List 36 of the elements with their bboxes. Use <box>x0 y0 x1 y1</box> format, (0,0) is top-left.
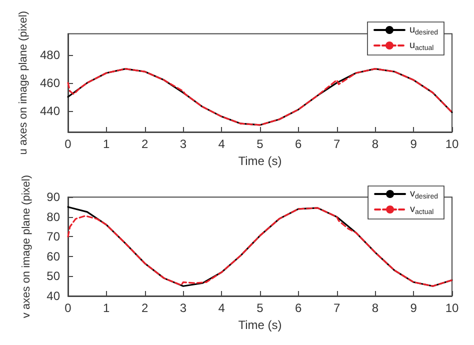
x-tick-label: 7 <box>333 137 340 151</box>
x-tick-label: 0 <box>64 137 72 151</box>
x-tick-label: 2 <box>141 301 148 315</box>
x-tick-label: 8 <box>372 301 379 315</box>
y-tick-label: 90 <box>46 190 60 204</box>
x-tick-label: 10 <box>445 301 459 315</box>
y-tick-label: 460 <box>40 76 60 90</box>
x-tick-label: 1 <box>103 137 110 151</box>
x-tick-label: 2 <box>141 137 148 151</box>
x-tick-label: 8 <box>372 137 379 151</box>
y-tick-label: 60 <box>46 249 60 264</box>
x-tick-label: 4 <box>218 137 226 151</box>
x-tick-label: 3 <box>180 301 187 315</box>
y-tick-label: 440 <box>40 104 60 118</box>
y-axis-title: v axes on image plane (pixel) <box>20 175 32 318</box>
x-tick-label: 9 <box>410 137 418 151</box>
y-axis-title: u axes on image plane (pixel) <box>18 10 30 155</box>
line-series <box>67 68 453 126</box>
x-tick-label: 5 <box>256 301 264 315</box>
y-tick-label: 80 <box>46 210 60 224</box>
x-tick-label: 3 <box>180 137 187 151</box>
x-tick-label: 1 <box>103 301 110 315</box>
y-tick-label: 480 <box>40 48 60 62</box>
x-tick-label: 5 <box>256 137 264 151</box>
y-tick-label: 40 <box>46 289 60 303</box>
x-tick-label: 4 <box>218 301 226 315</box>
y-tick-label: 50 <box>46 269 60 284</box>
x-axis-title: Time (s) <box>238 318 282 332</box>
y-tick-label: 70 <box>46 230 60 244</box>
x-tick-label: 7 <box>333 301 340 315</box>
x-tick-label: 6 <box>295 301 302 315</box>
x-axis-title: Time (s) <box>238 154 282 168</box>
x-tick-label: 9 <box>410 301 418 315</box>
x-tick-label: 10 <box>445 137 459 151</box>
x-tick-label: 0 <box>64 301 72 315</box>
x-tick-label: 6 <box>295 137 302 151</box>
